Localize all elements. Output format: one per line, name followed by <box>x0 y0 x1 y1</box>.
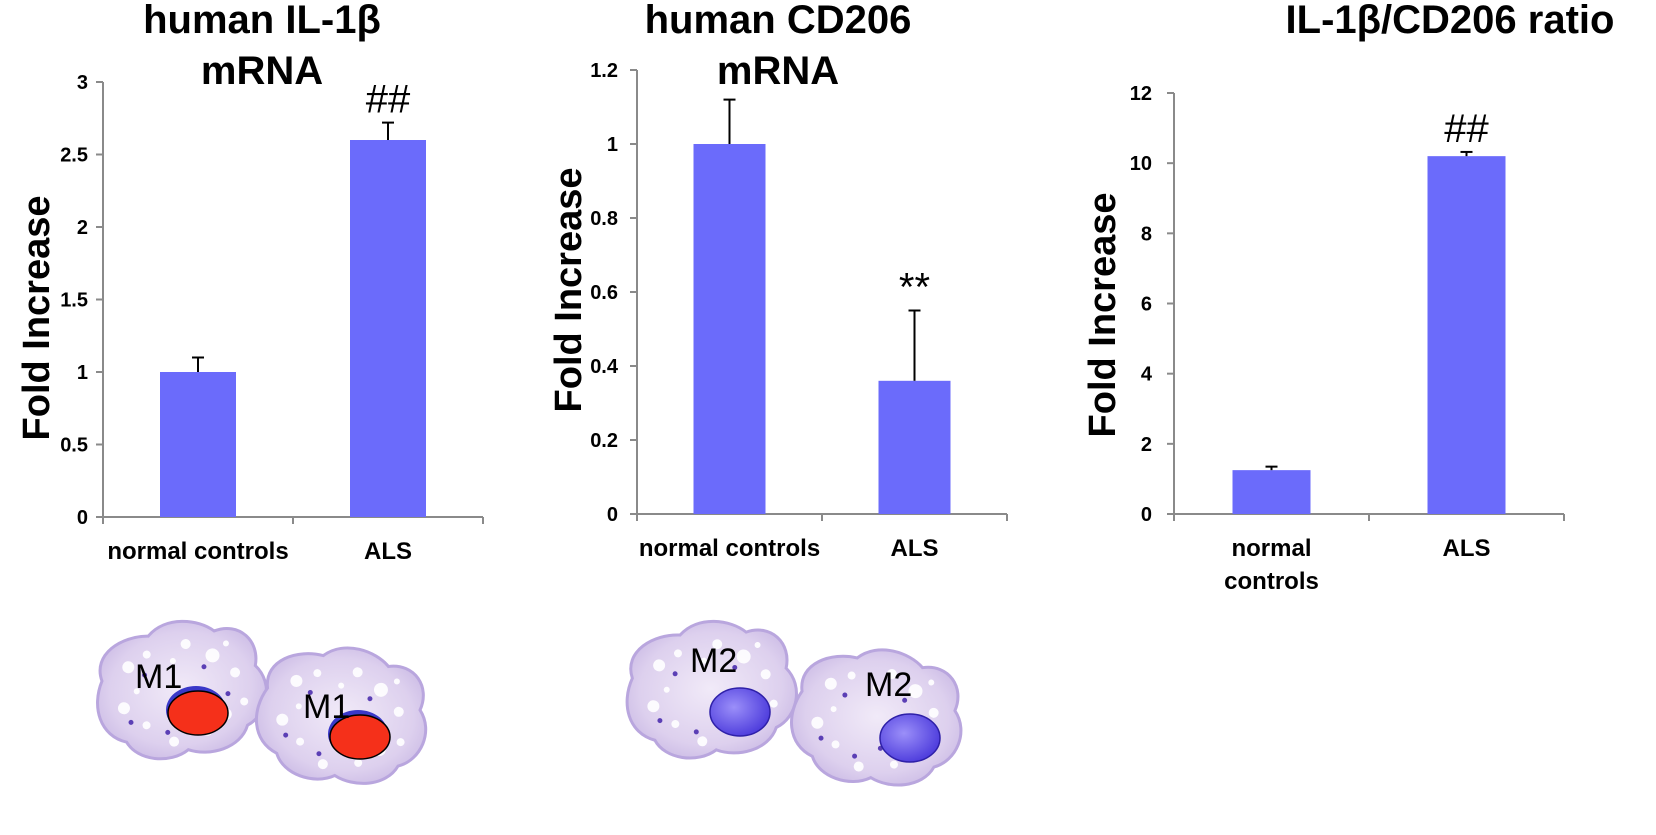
chart-title: IL-1β/CD206 ratio <box>1286 0 1615 42</box>
macrophage-cell-2: M1 <box>255 646 428 785</box>
y-axis-label: Fold Increase <box>1082 193 1124 438</box>
chart-panel-3: IL-1β/CD206 ratio Fold Increase 0 2 4 6 8 10 12 n… <box>1082 0 1614 595</box>
y-tick-label: 1.5 <box>60 290 88 312</box>
x-category-label-line: controls <box>1224 568 1319 595</box>
nucleus <box>709 687 771 737</box>
nucleus <box>879 713 941 763</box>
cell-type-label: M1 <box>303 688 350 726</box>
y-tick-label: 0.5 <box>60 435 88 457</box>
y-tick-label: 0.8 <box>590 208 618 230</box>
chart-panel-2: human CD206 mRNA Fold Increase 0 0.2 0.4 0.6 0.… <box>548 0 1008 562</box>
y-tick-label: 2 <box>77 217 88 239</box>
x-category-label: normal controls <box>107 538 288 565</box>
macrophage-cell-1: M1 <box>96 619 269 761</box>
chart-title: human IL-1β mRNA <box>143 0 381 93</box>
bar-als <box>878 380 951 514</box>
cell-type-label: M1 <box>135 658 182 696</box>
bar-normal-controls <box>1232 470 1311 514</box>
significance-marker: ## <box>1444 107 1489 151</box>
chart-title-line: mRNA <box>717 49 839 93</box>
y-tick-label: 0 <box>607 504 618 526</box>
y-tick-label: 6 <box>1141 294 1152 316</box>
y-tick-label: 1.2 <box>590 60 618 82</box>
x-category-label: ALS <box>364 538 412 565</box>
y-tick-label: 1 <box>607 134 618 156</box>
y-tick-label: 0 <box>1141 504 1152 526</box>
y-axis-label: Fold Increase <box>16 196 58 441</box>
significance-marker: ## <box>366 78 411 122</box>
macrophage-cell-3: M2 <box>625 619 798 760</box>
chart-title-line: IL-1β/CD206 ratio <box>1286 0 1615 42</box>
x-category-label: ALS <box>891 535 939 562</box>
y-tick-label: 2 <box>1141 434 1152 456</box>
chart-title-line: human CD206 <box>645 0 912 42</box>
y-tick-label: 0 <box>77 507 88 529</box>
y-tick-label: 2.5 <box>60 145 88 167</box>
x-category-label: ALS <box>1443 535 1491 562</box>
y-tick-label: 12 <box>1130 83 1152 105</box>
y-tick-label: 4 <box>1141 364 1153 386</box>
chart-panel-1: human IL-1β mRNA Fold Increase 0 0.5 1 1.5 2 2.5… <box>16 0 484 565</box>
x-category-label-line: normal <box>1231 535 1311 562</box>
cell-body <box>790 648 963 787</box>
chart-title-line: human IL-1β <box>143 0 381 42</box>
y-tick-label: 8 <box>1141 223 1152 245</box>
y-tick-label: 0.2 <box>590 430 618 452</box>
chart-title-line: mRNA <box>201 49 323 93</box>
y-tick-label: 10 <box>1130 153 1152 175</box>
nucleus <box>329 714 391 760</box>
chart-title: human CD206 mRNA <box>645 0 912 93</box>
significance-marker: ** <box>899 266 930 310</box>
bar-als <box>1427 156 1506 514</box>
y-axis-label: Fold Increase <box>548 168 590 413</box>
cell-type-label: M2 <box>865 666 912 704</box>
y-tick-label: 0.6 <box>590 282 618 304</box>
y-tick-label: 0.4 <box>590 356 619 378</box>
y-tick-label: 1 <box>77 362 88 384</box>
cell-body <box>625 619 798 760</box>
macrophage-cell-4: M2 <box>790 648 963 787</box>
bar-normal-controls <box>693 144 766 514</box>
y-tick-label: 3 <box>77 72 88 94</box>
cell-type-label: M2 <box>690 642 737 680</box>
x-category-label: normal controls <box>1224 535 1319 595</box>
nucleus <box>167 690 229 736</box>
bar-als <box>350 140 426 517</box>
bar-normal-controls <box>160 372 236 517</box>
x-category-label: normal controls <box>639 535 820 562</box>
